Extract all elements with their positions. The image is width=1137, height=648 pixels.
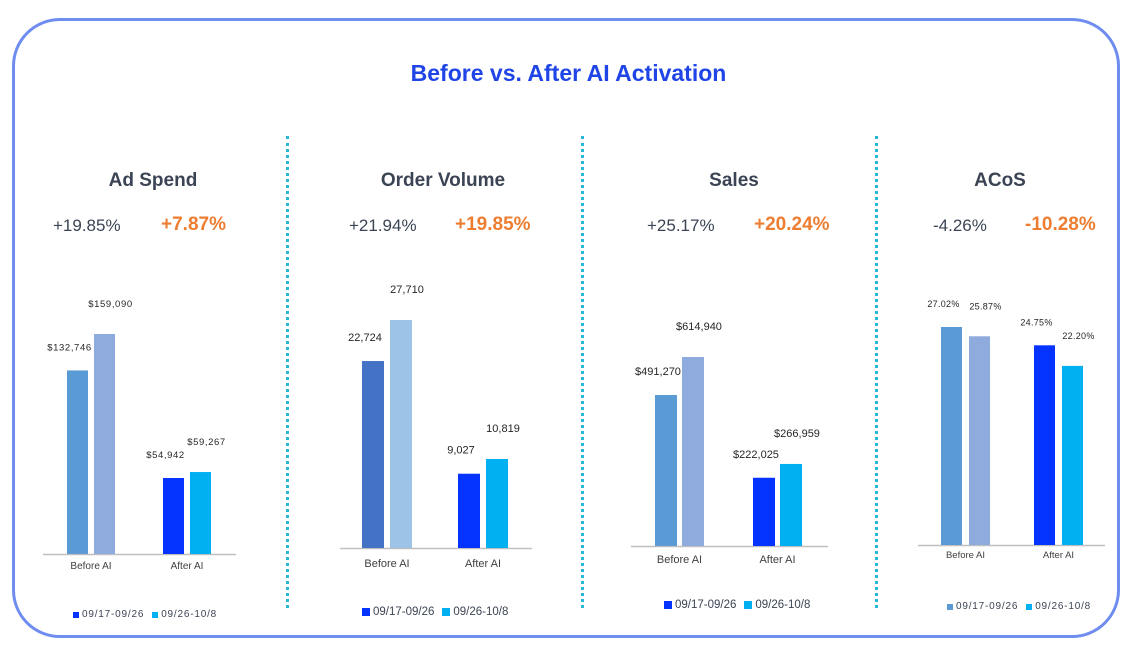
bar-09-26-10-8-after-ai: [780, 463, 802, 546]
category-label: After AI: [465, 558, 501, 570]
change-total: -4.26%: [933, 216, 987, 235]
change-highlight: -10.28%: [1025, 214, 1096, 235]
data-label: 25.87%: [969, 301, 1001, 311]
data-label: $54,942: [146, 450, 185, 461]
legend-label: 09/17-09/26: [82, 609, 145, 620]
panel-title: ACoS: [974, 170, 1026, 191]
legend-label: 09/26-10/8: [453, 606, 509, 618]
chart-legend: 09/17-09/26 09/26-10/8: [947, 601, 1099, 612]
legend-swatch: [664, 601, 672, 609]
bar-09-26-10-8-after-ai: [190, 472, 211, 554]
data-label: 24.75%: [1020, 317, 1052, 327]
change-highlight: +20.24%: [754, 214, 830, 235]
bar-09-17-09-26-before-ai: [362, 361, 384, 548]
bar-chart-ad-spend: $132,746 $159,090 Before AI $54,942$59,267 A…: [43, 299, 236, 572]
bar-chart-sales: $491,270 $614,940 Before AI $222,025 $266,95…: [631, 321, 828, 566]
legend-swatch: [73, 611, 79, 618]
panel-title: Sales: [709, 170, 759, 191]
bar-09-26-10-8-after-ai: [1062, 365, 1083, 545]
legend-label: 09/17-09/26: [956, 601, 1019, 612]
category-label: After AI: [759, 554, 795, 566]
bar-09-17-09-26-after-ai: [458, 473, 480, 548]
change-highlight: +19.85%: [455, 214, 531, 235]
change-total: +21.94%: [349, 216, 417, 235]
panel-title: Order Volume: [380, 170, 506, 191]
category-label: Before AI: [657, 554, 702, 566]
legend-label: 09/26-10/8: [161, 609, 218, 620]
panel-divider: [286, 136, 289, 608]
legend-label: 09/26-10/8: [755, 599, 811, 611]
bar-09-17-09-26-before-ai: [655, 395, 677, 546]
chart-legend: 09/17-09/26 09/26-10/8: [362, 606, 516, 618]
category-label: After AI: [171, 561, 204, 572]
page-title: Before vs. After AI Activation: [410, 60, 727, 86]
category-label: After AI: [1043, 550, 1074, 561]
change-highlight: +7.87%: [161, 214, 226, 235]
data-label: $59,267: [187, 437, 226, 448]
panel-order-volume: Order Volume +21.94% +19.85% 22,724 27,71…: [318, 0, 568, 648]
chart-legend: 09/17-09/26 09/26-10/8: [73, 609, 225, 620]
data-label: $132,746: [47, 342, 91, 353]
bar-09-17-09-26-after-ai: [1034, 345, 1055, 545]
chart-legend: 09/17-09/26 09/26-10/8: [664, 599, 818, 611]
data-label: $491,270: [635, 366, 681, 378]
bar-09-17-09-26-after-ai: [163, 478, 184, 554]
bar-09-17-09-26-before-ai: [941, 327, 962, 545]
panel-divider: [875, 136, 878, 608]
data-label: $266,959: [774, 428, 820, 440]
legend-swatch: [947, 603, 953, 610]
legend-label: 09/26-10/8: [1035, 601, 1092, 612]
legend-label: 09/17-09/26: [675, 599, 737, 611]
legend-swatch: [1026, 603, 1033, 610]
panel-sales: Sales +25.17% +20.24% $491,270 $614,940 Be…: [609, 0, 859, 648]
legend-label: 09/17-09/26: [373, 606, 435, 618]
panel-title: Ad Spend: [108, 170, 198, 191]
bar-09-26-10-8-after-ai: [486, 458, 508, 548]
data-label: 22,724: [348, 332, 382, 344]
data-label: $222,025: [733, 449, 779, 461]
data-label: $159,090: [88, 299, 132, 310]
bar-09-17-09-26-after-ai: [753, 477, 775, 546]
data-label: 10,819: [486, 423, 520, 435]
data-label: 9,027: [447, 445, 475, 457]
bar-09-26-10-8-before-ai: [94, 334, 115, 554]
bar-chart-acos: 27.02% 25.87% Before AI 24.75% 22.20% After A…: [918, 299, 1105, 561]
category-label: Before AI: [364, 558, 409, 570]
category-label: Before AI: [946, 550, 985, 561]
data-label: $614,940: [676, 321, 722, 333]
legend-swatch: [362, 608, 370, 616]
change-total: +25.17%: [647, 216, 715, 235]
panel-acos: ACoS -4.26% -10.28% 27.02% 25.87% Before A…: [900, 0, 1120, 648]
bar-09-26-10-8-before-ai: [682, 357, 704, 546]
data-label: 27,710: [390, 284, 424, 296]
bar-09-17-09-26-before-ai: [67, 370, 88, 554]
category-label: Before AI: [70, 561, 111, 572]
panel-ad-spend: Ad Spend +19.85% +7.87% $132,746 $159,090…: [28, 0, 278, 648]
bar-09-26-10-8-before-ai: [390, 320, 412, 548]
panel-divider: [581, 136, 584, 608]
bar-09-26-10-8-before-ai: [969, 336, 990, 545]
data-label: 22.20%: [1062, 331, 1094, 341]
bar-chart-order-volume: 22,724 27,710 Before AI 9,027 10,819 After AI: [340, 284, 532, 570]
change-total: +19.85%: [53, 216, 121, 235]
legend-swatch: [744, 601, 753, 609]
legend-swatch: [152, 611, 159, 618]
legend-swatch: [442, 608, 451, 616]
data-label: 27.02%: [927, 299, 959, 309]
